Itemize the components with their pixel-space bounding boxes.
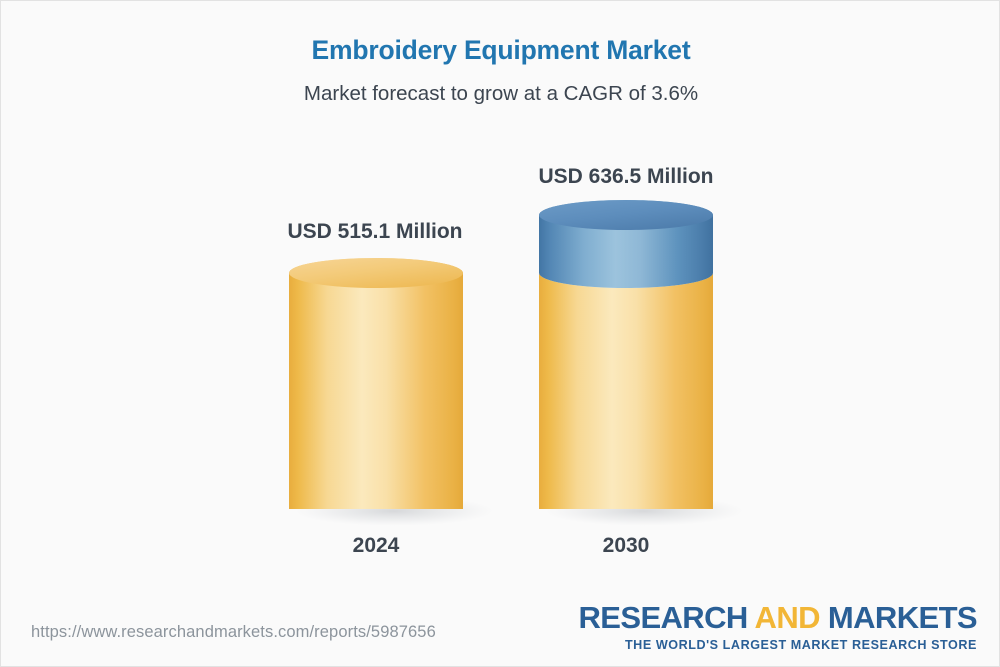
- cylinder-segment-base: [539, 273, 713, 509]
- value-label-2024: USD 515.1 Million: [287, 220, 463, 243]
- value-label-2030: USD 636.5 Million: [538, 165, 714, 188]
- logo-wordmark: RESEARCH AND MARKETS: [579, 602, 978, 633]
- cylinder-body: [289, 258, 463, 509]
- cylinder-top: [539, 200, 713, 230]
- logo-tagline: THE WORLD'S LARGEST MARKET RESEARCH STOR…: [624, 638, 977, 652]
- category-label-2030: 2030: [602, 534, 650, 557]
- logo-text-markets: MARKETS: [819, 600, 978, 635]
- logo-text-and: AND: [754, 600, 821, 635]
- research-and-markets-logo[interactable]: RESEARCH AND MARKETS THE WORLD'S LARGEST…: [579, 602, 978, 652]
- source-url[interactable]: https://www.researchandmarkets.com/repor…: [31, 623, 436, 641]
- chart-subtitle: Market forecast to grow at a CAGR of 3.6…: [303, 81, 699, 105]
- logo-text-research: RESEARCH: [578, 600, 755, 635]
- bar-cylinder-2030[interactable]: [516, 179, 746, 527]
- category-label-2024: 2024: [352, 534, 400, 557]
- bar-cylinder-2024[interactable]: [266, 237, 496, 527]
- cylinder-top: [289, 258, 463, 288]
- chart-header: Embroidery Equipment Market Market forec…: [1, 35, 999, 106]
- page-title: Embroidery Equipment Market: [311, 35, 691, 65]
